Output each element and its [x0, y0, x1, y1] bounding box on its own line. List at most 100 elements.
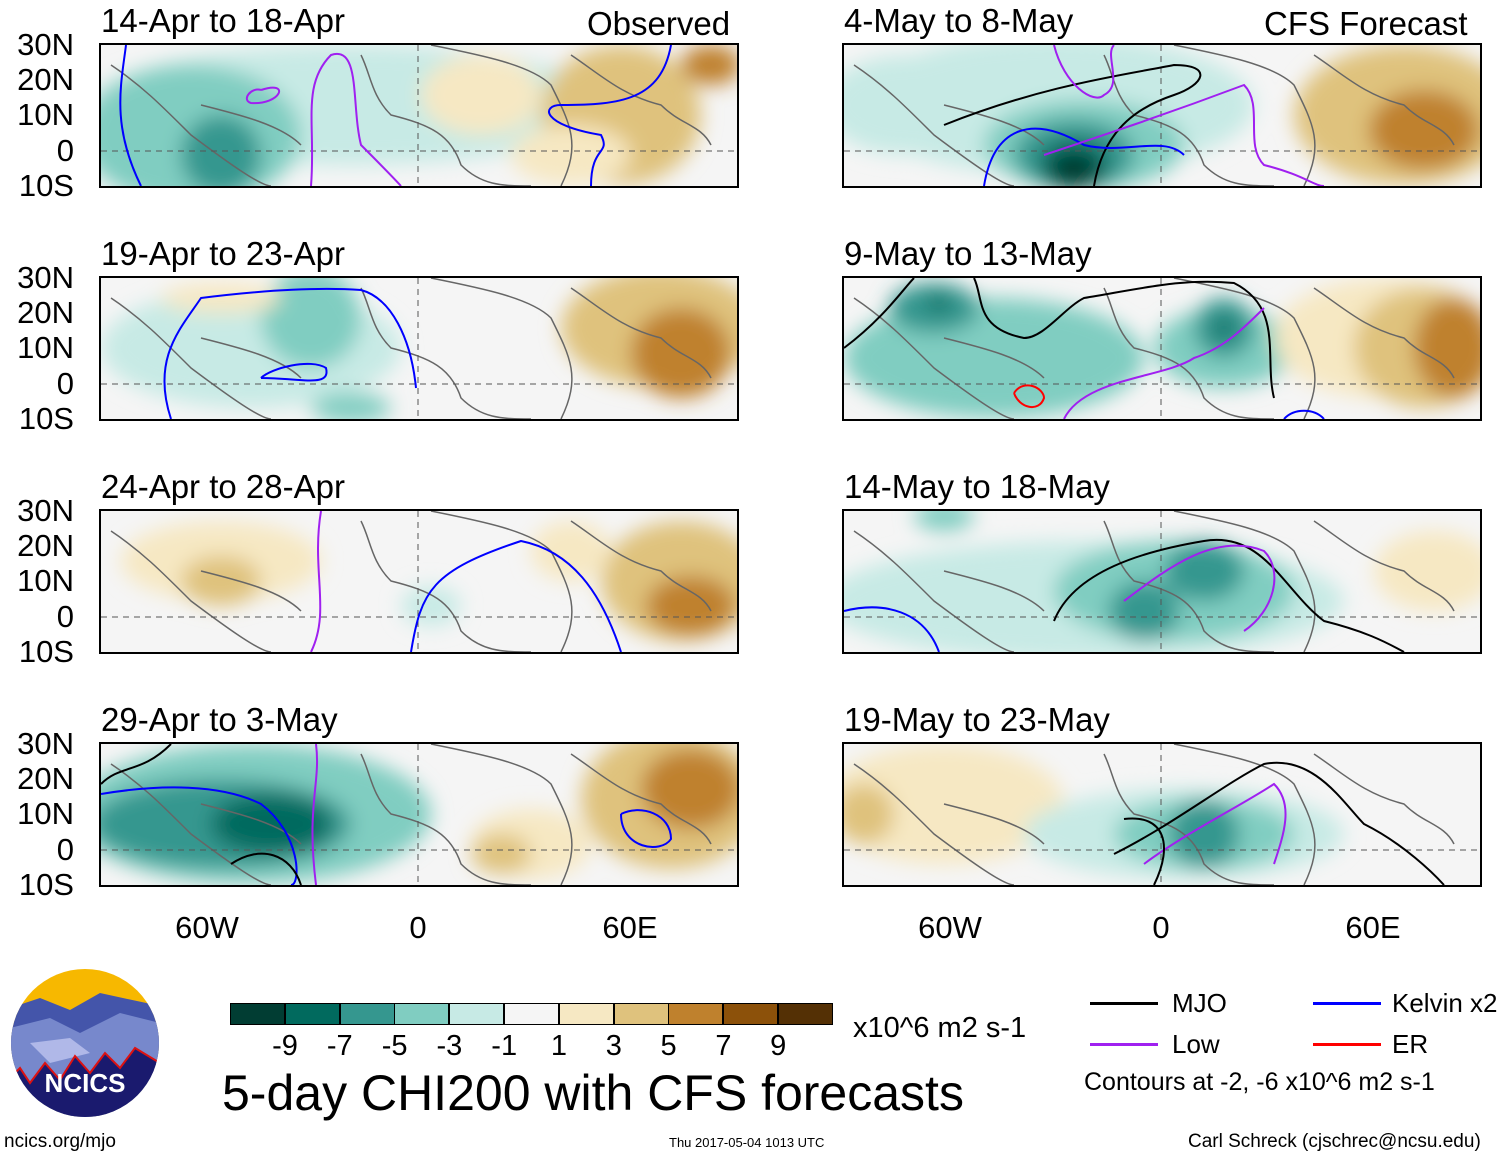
- wave-contour: [620, 809, 673, 848]
- coastline: [110, 278, 712, 419]
- lon-label: 60W: [918, 910, 982, 945]
- colorbar-label: 3: [605, 1030, 622, 1062]
- colorbar-label: -7: [326, 1030, 353, 1062]
- legend-mjo-line: [1090, 1002, 1158, 1005]
- anomaly-region: [161, 283, 281, 313]
- lon-label: 0: [1152, 910, 1170, 945]
- lat-label: 10N: [17, 97, 74, 133]
- lat-label: 30N: [17, 493, 74, 528]
- wave-contour: [943, 63, 1202, 186]
- map-panel: [99, 742, 739, 887]
- wave-contour: [260, 362, 328, 382]
- panel-title: 19-Apr to 23-Apr: [101, 235, 345, 272]
- footer-timestamp: Thu 2017-05-04 1013 UTC: [669, 1135, 825, 1150]
- colorbar-label: 1: [550, 1030, 568, 1062]
- lat-label: 10N: [17, 796, 74, 832]
- wave-contour: [230, 852, 302, 885]
- anomaly-region: [471, 834, 531, 874]
- colorbar-label: -9: [272, 1030, 298, 1062]
- chi200-anomaly-field: [844, 511, 1480, 652]
- panel-title: 4-May to 8-May: [844, 2, 1074, 39]
- legend-er-line: [1313, 1043, 1381, 1046]
- legend-er-label: ER: [1392, 1029, 1429, 1059]
- lat-label: 10N: [17, 330, 74, 366]
- colorbar-swatch: [504, 1003, 559, 1025]
- colorbar-label: 7: [715, 1030, 732, 1062]
- wave-contour: [844, 278, 915, 349]
- map-panel: [842, 43, 1482, 188]
- colorbar-units: x10^6 m2 s-1: [853, 1012, 1027, 1044]
- anomaly-region: [1169, 799, 1239, 869]
- wave-contour: [1013, 384, 1046, 408]
- wave-contour: [1043, 83, 1325, 186]
- anomaly-region: [531, 521, 611, 581]
- legend-low-line: [1090, 1043, 1158, 1046]
- lat-label: 30N: [17, 260, 74, 295]
- wave-contour: [163, 287, 417, 419]
- figure-title: 5-day CHI200 with CFS forecasts: [222, 1065, 964, 1121]
- wave-contour: [983, 127, 1185, 186]
- wave-contour: [1113, 761, 1445, 885]
- wave-contour: [310, 52, 402, 186]
- lon-label: 60W: [175, 910, 239, 945]
- anomaly-region: [844, 784, 894, 844]
- lat-label: 0: [56, 598, 74, 634]
- colorbar-swatch: [723, 1003, 779, 1025]
- map-panel: [842, 276, 1482, 421]
- lat-label: 0: [56, 831, 74, 867]
- chi200-anomaly-field: [844, 278, 1480, 418]
- wave-contour: [101, 744, 172, 785]
- coastline: [110, 744, 712, 885]
- anomaly-region: [1109, 581, 1179, 641]
- chi200-anomaly-field: [101, 45, 737, 186]
- colorbar-swatch: [613, 1003, 669, 1025]
- lat-label: 10S: [18, 400, 74, 436]
- anomaly-region: [641, 749, 737, 829]
- map-panel: [842, 742, 1482, 887]
- panel-title: 29-Apr to 3-May: [101, 701, 338, 738]
- panel-title: 19-May to 23-May: [844, 701, 1110, 738]
- coastline: [853, 45, 1455, 186]
- wave-contour: [245, 86, 281, 105]
- anomaly-region: [181, 556, 261, 606]
- anomaly-region: [844, 298, 1144, 418]
- lat-label: 20N: [17, 62, 74, 98]
- colorbar-swatch: [339, 1003, 395, 1025]
- chi200-anomaly-field: [121, 521, 737, 641]
- anomaly-region: [401, 586, 461, 626]
- lon-label: 0: [409, 910, 427, 945]
- colorbar-swatch: [230, 1003, 285, 1025]
- lat-label: 0: [56, 365, 74, 401]
- wave-contour: [119, 45, 142, 186]
- coastline: [110, 45, 712, 186]
- lat-label: 20N: [17, 761, 74, 797]
- lon-label: 60E: [602, 910, 658, 945]
- lat-label: 10N: [17, 563, 74, 599]
- wave-contour: [310, 511, 322, 652]
- map-panel: [99, 276, 739, 421]
- contour-note: Contours at -2, -6 x10^6 m2 s-1: [1084, 1068, 1435, 1096]
- anomaly-region: [1369, 90, 1479, 170]
- logo-text: NCICS: [45, 1068, 126, 1098]
- anomaly-region: [646, 576, 736, 636]
- wave-contour: [101, 786, 298, 885]
- wave-contour: [1053, 45, 1115, 99]
- anomaly-region: [844, 55, 984, 155]
- lat-label: 10S: [18, 167, 74, 203]
- footer-url[interactable]: ncics.org/mjo: [4, 1131, 116, 1152]
- ncics-logo: NCICS: [11, 969, 159, 1117]
- chi200-anomaly-field: [101, 744, 737, 884]
- legend-low-label: Low: [1172, 1029, 1220, 1059]
- anomaly-region: [311, 393, 391, 419]
- panel-title: 24-Apr to 28-Apr: [101, 468, 345, 505]
- panel-title: 9-May to 13-May: [844, 235, 1092, 272]
- colorbar-label: -3: [436, 1030, 463, 1062]
- chi200-anomaly-field: [101, 278, 737, 419]
- wave-contour: [1143, 782, 1287, 865]
- wave-contour: [1123, 544, 1276, 632]
- wave-contour: [1063, 307, 1265, 419]
- map-panel: [99, 43, 739, 188]
- colorbar-label: -5: [381, 1030, 408, 1062]
- map-panel: [99, 509, 739, 654]
- anomaly-region: [1414, 298, 1480, 398]
